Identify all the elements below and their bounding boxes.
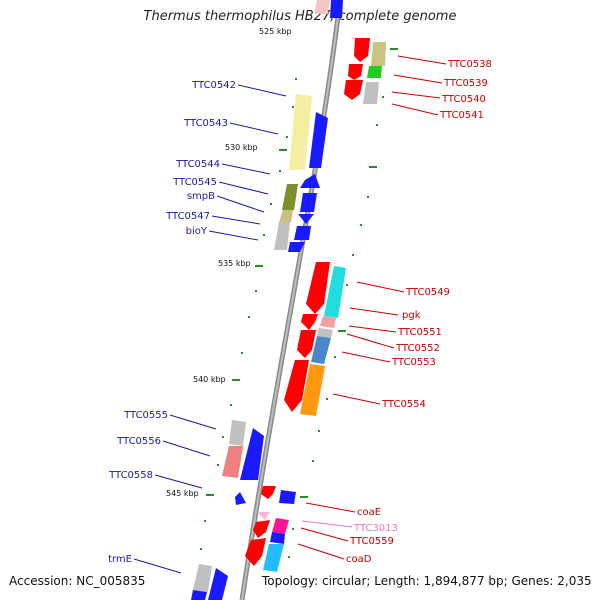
gene-arrow: [298, 214, 314, 224]
gene-label[interactable]: TTC0552: [395, 343, 440, 354]
label-leader-rna: [301, 520, 353, 528]
gene-label[interactable]: bioY: [186, 226, 208, 237]
gene-arrow: [245, 538, 266, 566]
gene-arrow: [354, 38, 370, 62]
label-leaders-right: [297, 55, 447, 560]
right-gene-labels: TTC0538 TTC0539 TTC0540 TTC0541 TTC0549 …: [346, 59, 492, 565]
gene-arrow: [235, 492, 246, 505]
gene-label[interactable]: TTC0559: [349, 536, 394, 547]
gene-label[interactable]: TTC0558: [108, 470, 153, 481]
gene-arrow: [300, 174, 320, 188]
gene-label[interactable]: coaD: [346, 554, 372, 565]
gene-arrow: [297, 330, 316, 358]
gene-arrow: [208, 568, 228, 600]
gene-arrow: [294, 226, 311, 240]
gene-label[interactable]: coaE: [357, 507, 381, 518]
gene-label[interactable]: TTC0540: [441, 94, 486, 105]
scale-label: 530 kbp: [225, 143, 258, 152]
gene-label[interactable]: TTC0539: [443, 78, 488, 89]
gene-label[interactable]: TTC0553: [391, 357, 436, 368]
gene-arrow: [257, 512, 270, 520]
gene-label[interactable]: TTC0542: [191, 80, 236, 91]
reverse-strand-genes: [245, 38, 370, 566]
scale-label: 535 kbp: [218, 259, 251, 268]
gene-label[interactable]: TTC0556: [116, 436, 161, 447]
gene-arrow: [300, 193, 317, 212]
gene-label[interactable]: pgk: [402, 310, 421, 321]
gene-label-rna[interactable]: TTC3013: [353, 523, 398, 534]
gene-label[interactable]: TTC0555: [123, 410, 168, 421]
gene-arrow: [348, 64, 363, 80]
gene-label[interactable]: TTC0547: [165, 211, 210, 222]
gene-arrow: [253, 520, 270, 538]
gene-arrow: [261, 486, 276, 499]
gene-arrow: [288, 242, 305, 252]
forward-strand-genes: [208, 0, 343, 600]
gene-label[interactable]: TTC0549: [405, 287, 450, 298]
gene-label[interactable]: TTC0544: [175, 159, 220, 170]
gene-label[interactable]: TTC0545: [172, 177, 217, 188]
gene-label[interactable]: TTC0538: [447, 59, 492, 70]
scale-label: 545 kbp: [166, 489, 199, 498]
topology-text: Topology: circular; Length: 1,894,877 bp…: [262, 574, 592, 588]
gene-arrow: [279, 490, 296, 504]
gene-label[interactable]: TTC0554: [381, 399, 426, 410]
genome-title: Thermus thermophilus HB27, complete geno…: [143, 9, 457, 24]
gene-label[interactable]: smpB: [187, 191, 215, 202]
cog-boxes: [191, 0, 386, 600]
gene-arrow: [284, 360, 309, 412]
gene-arrow: [306, 262, 330, 314]
left-gene-labels: TTC0542 TTC0543 TTC0544 TTC0545 smpB TTC…: [108, 80, 236, 565]
gene-arrow: [309, 112, 328, 168]
gene-arrow: [240, 428, 264, 480]
scale-label: 525 kbp: [259, 27, 292, 36]
gene-label[interactable]: trmE: [108, 554, 132, 565]
scale-label: 540 kbp: [193, 375, 226, 384]
gene-label[interactable]: TTC0541: [439, 110, 484, 121]
gene-arrow: [301, 314, 318, 330]
scale-labels: 525 kbp 530 kbp 535 kbp 540 kbp 545 kbp: [166, 27, 292, 498]
label-leaders-left: [133, 84, 287, 574]
gene-label[interactable]: TTC0551: [397, 327, 442, 338]
gene-label[interactable]: TTC0543: [183, 118, 228, 129]
gene-arrow: [344, 80, 363, 100]
tick-marks: [200, 48, 398, 558]
accession-text: Accession: NC_005835: [9, 574, 146, 588]
gene-arrow: [330, 0, 343, 18]
